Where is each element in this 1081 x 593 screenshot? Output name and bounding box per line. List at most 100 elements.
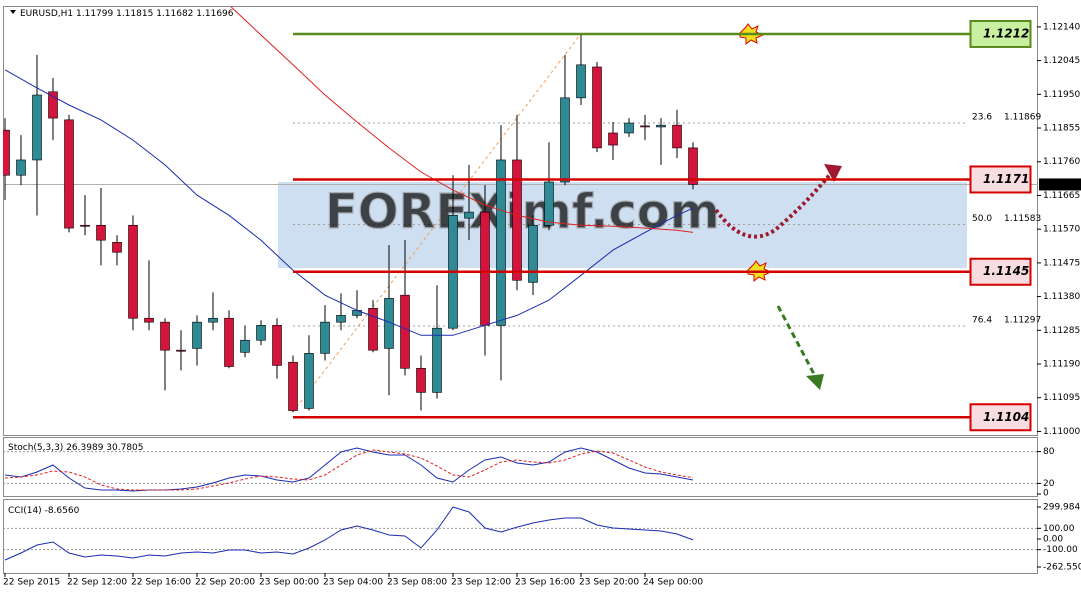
- header-low: 1.11682: [156, 9, 193, 19]
- fib-price-label: 1.11583: [1004, 214, 1041, 224]
- header-close: 1.11696: [196, 9, 233, 19]
- x-tick-label: 23 Sep 12:00: [451, 578, 511, 588]
- fib-level-label: 50.0: [972, 214, 992, 224]
- main-header: EURUSD,H1 1.11799 1.11815 1.11682 1.1169…: [20, 9, 234, 19]
- moving-average: [4, 69, 694, 336]
- y-tick-label: 1.11950: [1043, 90, 1080, 100]
- y-tick-label: 1.11095: [1043, 393, 1080, 403]
- candle-body: [144, 317, 154, 323]
- projection-arrow: [776, 305, 816, 375]
- candle-body: [416, 367, 426, 393]
- level-label: 1.1212: [983, 26, 1029, 40]
- level-label: 1.1171: [983, 172, 1029, 186]
- front-layer: EURUSD,H1 1.11799 1.11815 1.11682 1.1169…: [3, 9, 1081, 588]
- y-tick-label: 1.11285: [1043, 326, 1080, 336]
- y-tick-label: 80: [1043, 447, 1055, 457]
- watermark: FOREXimf.com: [325, 184, 720, 240]
- cci-header: CCI(14) -8.6560: [8, 506, 80, 516]
- header-open: 1.11799: [76, 9, 113, 19]
- candle-body: [640, 125, 650, 128]
- stoch-panel: [3, 437, 1038, 497]
- x-tick-label: 22 Sep 16:00: [131, 578, 191, 588]
- x-tick-label: 23 Sep 04:00: [323, 578, 383, 588]
- level-box: [969, 165, 1032, 194]
- y-tick-label: 100.00: [1043, 524, 1075, 534]
- current-price-label: 1.11696: [1042, 180, 1079, 190]
- y-tick-label: 1.11570: [1043, 225, 1080, 235]
- y-tick-label: 1.11475: [1043, 258, 1080, 268]
- header-high: 1.11815: [116, 9, 153, 19]
- candle-body: [384, 298, 394, 349]
- candle-body: [256, 325, 266, 341]
- symbol: EURUSD,H1: [20, 9, 73, 19]
- level-box: [969, 403, 1032, 432]
- y-tick-label: 1.11190: [1043, 360, 1080, 370]
- candle-body: [80, 224, 90, 227]
- candle-body: [432, 327, 442, 393]
- candle-body: [128, 224, 138, 319]
- candle-body: [112, 241, 122, 253]
- y-tick-label: 1.12140: [1043, 22, 1080, 32]
- x-tick-label: 23 Sep 08:00: [387, 578, 447, 588]
- candle-body: [368, 308, 378, 351]
- indicator-value: 30.7805: [106, 443, 143, 453]
- x-tick-label: 22 Sep 20:00: [195, 578, 255, 588]
- main-plot: [3, 7, 698, 413]
- candle-body: [592, 66, 602, 149]
- fib-level-label: 76.4: [972, 316, 992, 326]
- y-tick-label: 1.11855: [1043, 124, 1080, 134]
- indicator-line: [4, 506, 694, 561]
- candle-body: [688, 147, 698, 185]
- indicator-title: Stoch(5,3,3): [8, 443, 63, 453]
- candle-body: [480, 211, 490, 326]
- candle-body: [176, 349, 186, 352]
- indicator-value: 26.3989: [66, 443, 103, 453]
- candle-body: [272, 325, 282, 366]
- fib-price-label: 1.11297: [1004, 316, 1041, 326]
- candle-body: [576, 64, 586, 99]
- candle-body: [528, 224, 538, 283]
- fib-trend-line: [292, 34, 581, 413]
- candle-body: [64, 119, 74, 229]
- candle-body: [672, 124, 682, 149]
- candle-body: [240, 339, 250, 353]
- y-tick-label: 0.00: [1043, 534, 1063, 544]
- y-tick-label: 1.11380: [1043, 292, 1080, 302]
- menu-triangle: [10, 10, 16, 14]
- fib-level-label: 23.6: [972, 113, 992, 123]
- candle-body: [560, 97, 570, 183]
- candle-body: [224, 317, 234, 367]
- y-tick-label: 1.12045: [1043, 56, 1080, 66]
- candle-body: [656, 124, 666, 128]
- candle-body: [288, 361, 298, 411]
- candle-body: [544, 181, 554, 226]
- candle-body: [96, 224, 106, 241]
- indicator-title: CCI(14): [8, 506, 42, 516]
- arrow-head: [824, 164, 842, 182]
- candle-body: [608, 132, 618, 146]
- fib-price-label: 1.11869: [1004, 113, 1041, 123]
- x-tick-label: 23 Sep 00:00: [259, 578, 319, 588]
- candle-body: [160, 321, 170, 351]
- candle-body: [464, 211, 474, 219]
- cci-panel: [3, 499, 1038, 574]
- x-tick-label: 22 Sep 12:00: [67, 578, 127, 588]
- indicator-line: [4, 447, 694, 492]
- stoch-header: Stoch(5,3,3) 26.3989 30.7805: [8, 443, 144, 453]
- x-tick-label: 24 Sep 00:00: [643, 578, 703, 588]
- indicator-plot: [3, 447, 1037, 561]
- level-box: [969, 257, 1032, 286]
- candle-body: [304, 353, 314, 409]
- y-tick-label: 1.11000: [1043, 427, 1080, 437]
- y-tick-label: 0: [1043, 489, 1049, 499]
- x-tick-label: 22 Sep 2015: [3, 578, 60, 588]
- x-tick-label: 23 Sep 20:00: [579, 578, 639, 588]
- back-layer: 23.6 1.11869 50.0 1.11583 76.4 1.11297 FOREXim…: [3, 113, 1041, 327]
- candle-body: [512, 159, 522, 281]
- candle-body: [16, 159, 26, 176]
- candle-body: [320, 321, 330, 354]
- y-tick-label: -262.5501: [1043, 563, 1081, 573]
